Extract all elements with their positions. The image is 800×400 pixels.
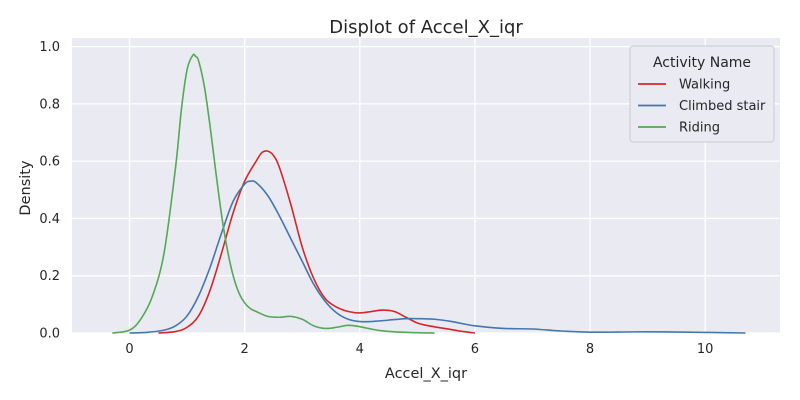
density-curves xyxy=(112,53,746,334)
legend-label-walking: Walking xyxy=(679,78,730,93)
legend-box xyxy=(629,45,775,143)
y-tick-label: 1.0 xyxy=(39,40,60,55)
chart-title: Displot of Accel_X_iqr xyxy=(329,17,523,38)
legend-label-climbed-stair: Climbed stair xyxy=(679,99,766,114)
density-line-climbed-stair xyxy=(129,180,746,334)
y-tick-label: 0.4 xyxy=(39,212,60,227)
y-tick-labels: 0.0 0.2 0.4 0.6 0.8 1.0 xyxy=(39,40,60,341)
legend-items: Walking Climbed stair Riding xyxy=(638,78,766,136)
x-tick-label: 4 xyxy=(356,342,364,357)
x-axis-label: Accel_X_iqr xyxy=(385,366,467,382)
density-line-riding xyxy=(112,53,435,334)
x-tick-label: 6 xyxy=(471,342,479,357)
legend-title: Activity Name xyxy=(653,55,751,71)
y-tick-label: 0.8 xyxy=(39,97,60,112)
y-tick-label: 0.2 xyxy=(39,269,60,284)
y-axis-label: Density xyxy=(18,160,34,216)
x-tick-label: 2 xyxy=(241,342,249,357)
x-tick-label: 10 xyxy=(697,342,714,357)
x-tick-labels: 0 2 4 6 8 10 xyxy=(125,342,713,357)
y-tick-label: 0.0 xyxy=(39,327,60,342)
x-tick-label: 0 xyxy=(125,342,133,357)
y-tick-label: 0.6 xyxy=(39,155,60,170)
legend-label-riding: Riding xyxy=(679,121,720,136)
legend: Activity Name Walking Climbed stair Riding xyxy=(629,45,775,143)
x-tick-label: 8 xyxy=(586,342,594,357)
